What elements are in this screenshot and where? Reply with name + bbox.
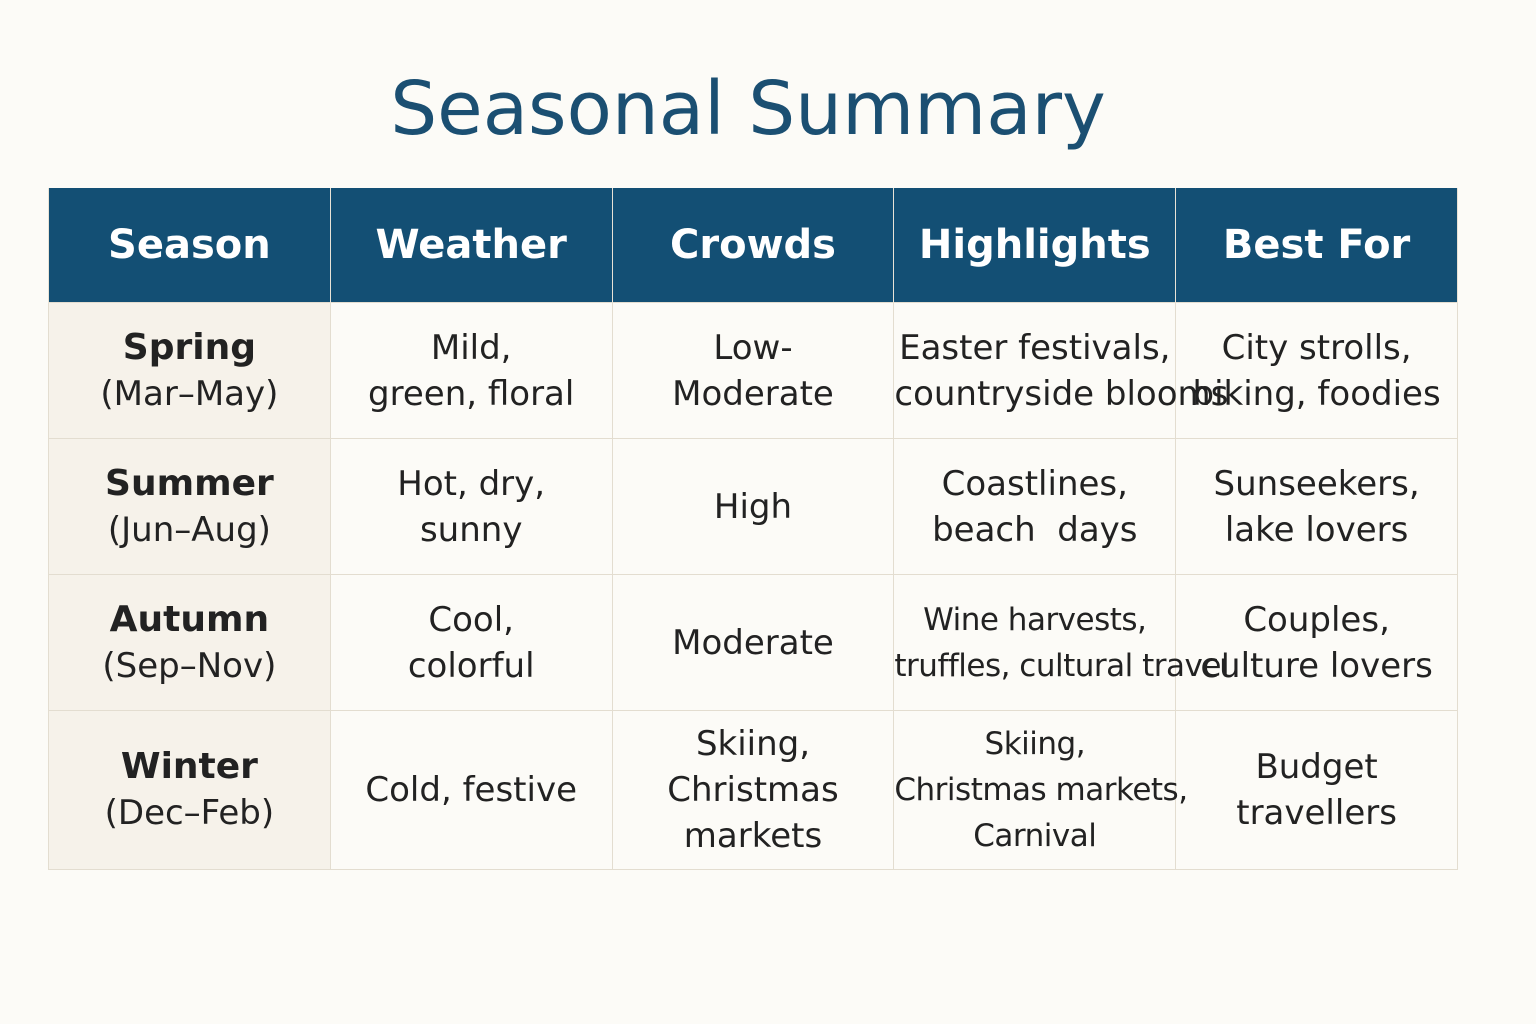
- table-row: Spring (Mar–May) Mild, green, floral Low- Mod…: [48, 302, 1458, 439]
- cell-line: Skiing,: [984, 726, 1086, 762]
- season-months: (Dec–Feb): [104, 793, 275, 833]
- best-for-cell: Budget travellers: [1175, 710, 1458, 870]
- weather-cell: Hot, dry, sunny: [329, 438, 613, 575]
- cell-line: Mild,: [430, 327, 512, 368]
- cell-line: Carnival: [973, 818, 1097, 854]
- season-cell: Spring (Mar–May): [48, 302, 331, 439]
- best-for-cell: Sunseekers, lake lovers: [1175, 438, 1458, 575]
- highlights-cell: Easter festivals, countryside blooms: [893, 302, 1229, 439]
- cell-line: Moderate: [672, 622, 834, 663]
- cell-line: Sunseekers,: [1213, 463, 1420, 504]
- highlights-cell: Wine harvests, truffles, cultural travel: [893, 574, 1230, 711]
- cell-line: lake lovers: [1224, 509, 1409, 550]
- crowds-cell: Low- Moderate: [611, 302, 895, 439]
- column-header-season: Season: [48, 188, 331, 303]
- season-months: (Mar–May): [100, 373, 279, 414]
- cell-line: biking, foodies: [1192, 373, 1441, 414]
- table-row: Autumn (Sep–Nov) Cool, colorful Moderate Wine…: [48, 574, 1458, 711]
- cell-line: Easter festivals,: [899, 327, 1171, 368]
- cell-line: Low-: [713, 327, 793, 368]
- weather-cell: Cold, festive: [329, 710, 613, 870]
- cell-line: colorful: [407, 645, 535, 686]
- cell-line: Wine harvests,: [923, 601, 1147, 638]
- table-body: Spring (Mar–May) Mild, green, floral Low- Mod…: [48, 302, 1458, 870]
- cell-line: Hot, dry,: [397, 463, 546, 504]
- best-for-cell: Couples, culture lovers: [1175, 574, 1458, 711]
- page-title: Seasonal Summary: [390, 66, 1106, 152]
- cell-line: truffles, cultural travel: [894, 647, 1230, 684]
- column-header-highlights: Highlights: [893, 188, 1177, 303]
- crowds-cell: Skiing, Christmas markets: [611, 710, 895, 870]
- season-name: Autumn: [109, 598, 270, 640]
- weather-cell: Mild, green, floral: [329, 302, 613, 439]
- table-row: Winter (Dec–Feb) Cold, festive Skiing, Chris…: [48, 710, 1458, 870]
- season-cell: Summer (Jun–Aug): [48, 438, 331, 575]
- season-name: Summer: [105, 462, 274, 504]
- crowds-cell: High: [611, 438, 895, 575]
- cell-line: countryside blooms: [894, 373, 1229, 414]
- column-header-best-for: Best For: [1175, 188, 1458, 303]
- weather-cell: Cool, colorful: [329, 574, 613, 711]
- table-header-row: Season Weather Crowds Highlights Best Fo…: [48, 188, 1458, 303]
- cell-line: culture lovers: [1200, 645, 1433, 686]
- crowds-cell: Moderate: [611, 574, 895, 711]
- cell-line: Skiing,: [695, 724, 811, 764]
- cell-line: Moderate: [672, 373, 834, 414]
- cell-line: Couples,: [1243, 599, 1390, 640]
- cell-line: sunny: [419, 509, 523, 550]
- season-name: Spring: [122, 326, 256, 368]
- cell-line: beach days: [932, 509, 1138, 550]
- cell-line: travellers: [1236, 793, 1397, 833]
- cell-line: green, floral: [368, 373, 575, 414]
- season-cell: Winter (Dec–Feb): [48, 710, 331, 870]
- season-months: (Jun–Aug): [107, 509, 271, 550]
- seasonal-summary-table: Season Weather Crowds Highlights Best Fo…: [48, 188, 1458, 870]
- cell-line: Cool,: [428, 599, 514, 640]
- highlights-cell: Coastlines, beach days: [893, 438, 1177, 575]
- cell-line: Coastlines,: [941, 463, 1128, 504]
- highlights-cell: Skiing, Christmas markets, Carnival: [893, 710, 1188, 870]
- season-months: (Sep–Nov): [102, 645, 277, 686]
- best-for-cell: City strolls, biking, foodies: [1175, 302, 1458, 439]
- cell-line: Cold, festive: [365, 770, 577, 810]
- cell-line: Budget: [1255, 747, 1378, 787]
- cell-line: City strolls,: [1221, 327, 1412, 368]
- cell-line: Christmas markets,: [894, 772, 1188, 808]
- cell-line: markets: [683, 816, 823, 856]
- column-header-crowds: Crowds: [611, 188, 895, 303]
- cell-line: High: [713, 486, 793, 527]
- season-name: Winter: [120, 746, 258, 787]
- cell-line: Christmas: [667, 770, 839, 810]
- table-row: Summer (Jun–Aug) Hot, dry, sunny High Coastli…: [48, 438, 1458, 575]
- column-header-weather: Weather: [329, 188, 613, 303]
- season-cell: Autumn (Sep–Nov): [48, 574, 331, 711]
